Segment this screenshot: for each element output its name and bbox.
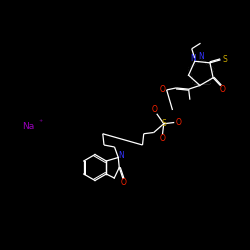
- Text: O: O: [151, 105, 157, 114]
- Text: N: N: [190, 54, 196, 63]
- Text: O: O: [220, 85, 226, 94]
- Text: N: N: [118, 151, 124, 160]
- Text: O: O: [160, 134, 166, 143]
- Text: O: O: [121, 178, 127, 187]
- Text: O: O: [160, 86, 166, 94]
- Text: S: S: [222, 55, 227, 64]
- Text: ⁺: ⁺: [38, 118, 42, 127]
- Text: Na: Na: [22, 122, 35, 131]
- Text: O: O: [175, 118, 181, 127]
- Text: N: N: [198, 52, 204, 61]
- Text: S: S: [162, 119, 166, 128]
